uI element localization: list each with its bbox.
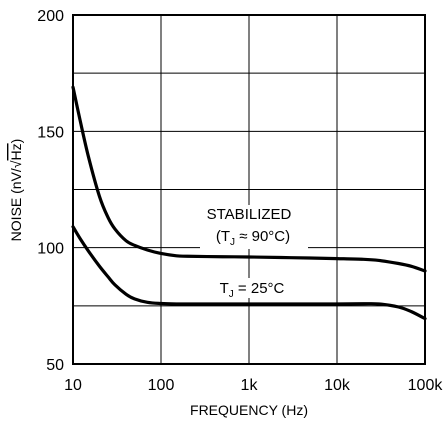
y-axis-label: NOISE (nV/√Hz) [8, 139, 24, 242]
series-label-background [200, 205, 308, 249]
series-line-25c [71, 225, 427, 321]
x-tick-label: 100k [408, 377, 443, 394]
series-label-stabilized: STABILIZED [207, 206, 292, 223]
tick-labels: 10 100 1k 10k 100k 50 100 150 200 [37, 8, 443, 394]
x-axis-label: FREQUENCY (Hz) [190, 402, 308, 418]
x-tick-label: 10 [64, 377, 82, 394]
y-tick-label: 200 [37, 8, 64, 25]
y-tick-label: 100 [37, 241, 64, 258]
series-label-25c-background [210, 278, 292, 298]
y-tick-label: 150 [37, 124, 64, 141]
y-tick-label: 50 [46, 357, 64, 374]
series-label-stabilized-temp: (TJ ≈ 90°C) [216, 228, 290, 248]
x-tick-label: 1k [241, 377, 259, 394]
grid-lines [73, 15, 425, 364]
series-line-stabilized [71, 85, 427, 273]
series-lines [71, 85, 427, 321]
x-tick-label: 10k [324, 377, 351, 394]
series-label-25c: TJ = 25°C [220, 280, 285, 300]
x-tick-label: 100 [148, 377, 175, 394]
plot-frame [72, 14, 426, 365]
